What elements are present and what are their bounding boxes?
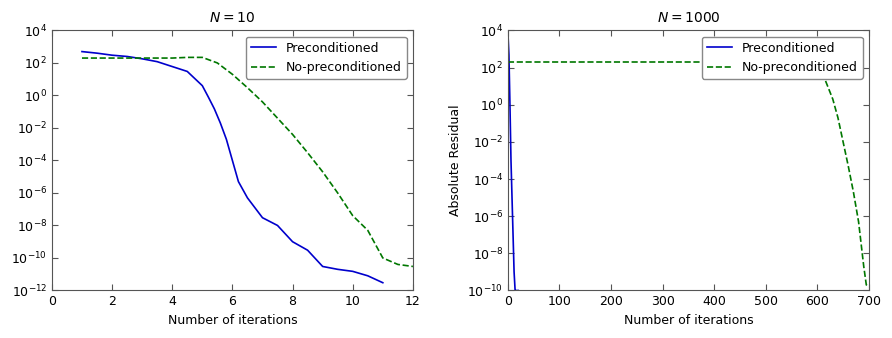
Preconditioned [287,240,298,244]
Preconditioned [347,269,358,273]
No-preconditioned [107,56,118,60]
Preconditioned [197,83,208,88]
Preconditioned [167,65,178,69]
Preconditioned [302,248,313,252]
Preconditioned [209,107,219,111]
Preconditioned [77,50,87,54]
No-preconditioned [333,191,343,195]
Y-axis label: Absolute Residual: Absolute Residual [449,105,461,216]
No-preconditioned [786,60,797,64]
No-preconditioned [854,220,864,224]
No-preconditioned [812,64,822,68]
No-preconditioned [257,100,268,104]
Preconditioned [512,288,523,292]
Preconditioned [233,179,244,184]
No-preconditioned [863,285,874,289]
Preconditioned [504,53,515,57]
Preconditioned [257,216,268,220]
Preconditioned [92,51,103,55]
No-preconditioned [362,228,373,233]
No-preconditioned [377,256,388,260]
No-preconditioned [302,151,313,155]
Line: No-preconditioned: No-preconditioned [82,57,413,266]
No-preconditioned [136,56,147,60]
No-preconditioned [182,55,193,59]
No-preconditioned [77,56,87,60]
Legend: Preconditioned, No-preconditioned: Preconditioned, No-preconditioned [702,37,863,79]
Preconditioned [513,288,524,292]
No-preconditioned [554,60,565,64]
No-preconditioned [832,116,843,120]
Title: $N=1000$: $N=1000$ [657,11,720,25]
Preconditioned [508,270,519,274]
Preconditioned [182,69,193,73]
Preconditioned [121,54,132,58]
No-preconditioned [408,264,418,268]
No-preconditioned [197,55,208,59]
Preconditioned [107,53,118,57]
No-preconditioned [242,86,252,90]
Line: Preconditioned: Preconditioned [82,52,383,283]
No-preconditioned [861,283,871,287]
No-preconditioned [272,116,283,120]
Preconditioned [508,233,518,237]
No-preconditioned [822,84,833,88]
No-preconditioned [606,60,616,64]
No-preconditioned [719,60,730,64]
Preconditioned [509,288,520,292]
Preconditioned [136,57,147,61]
X-axis label: Number of iterations: Number of iterations [624,314,753,327]
Preconditioned [507,196,517,200]
No-preconditioned [709,60,720,64]
No-preconditioned [843,164,854,168]
Preconditioned [506,159,516,163]
No-preconditioned [828,97,838,101]
Preconditioned [318,264,328,268]
Preconditioned [272,223,283,227]
No-preconditioned [287,132,298,137]
No-preconditioned [657,60,668,64]
Preconditioned [203,95,214,99]
Line: Preconditioned: Preconditioned [508,32,518,290]
Preconditioned [511,288,522,292]
Preconditioned [215,121,226,125]
Title: $N=10$: $N=10$ [210,11,255,25]
Preconditioned [333,267,343,271]
No-preconditioned [858,264,869,268]
X-axis label: Number of iterations: Number of iterations [168,314,297,327]
Preconditioned [362,274,373,278]
Preconditioned [227,159,238,163]
Preconditioned [502,30,513,34]
No-preconditioned [817,71,828,75]
Legend: Preconditioned, No-preconditioned: Preconditioned, No-preconditioned [246,37,407,79]
No-preconditioned [528,60,539,64]
No-preconditioned [227,72,238,76]
No-preconditioned [502,60,513,64]
Preconditioned [221,137,232,141]
No-preconditioned [714,60,724,64]
No-preconditioned [392,262,403,266]
No-preconditioned [838,140,848,144]
No-preconditioned [212,61,223,65]
No-preconditioned [167,56,178,60]
No-preconditioned [760,60,771,64]
Preconditioned [152,59,162,64]
No-preconditioned [848,190,859,194]
Preconditioned [505,103,516,107]
No-preconditioned [347,214,358,218]
Preconditioned [377,281,388,285]
Line: No-preconditioned: No-preconditioned [508,62,869,287]
No-preconditioned [318,170,328,174]
Preconditioned [242,196,252,200]
